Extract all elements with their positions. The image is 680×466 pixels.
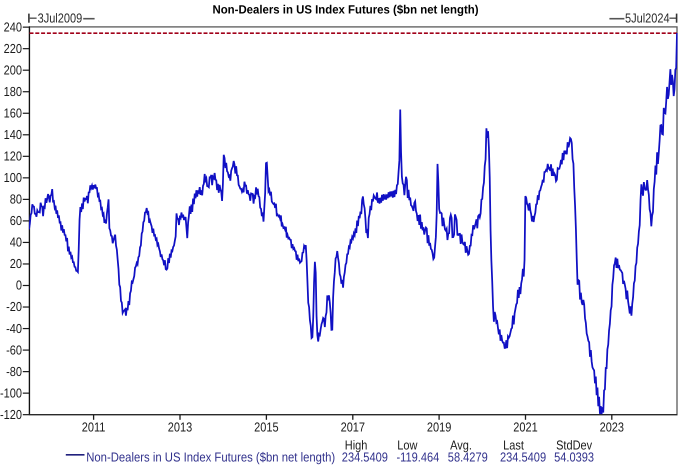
svg-text:High: High xyxy=(345,437,368,452)
svg-text:2013: 2013 xyxy=(168,420,192,435)
svg-text:2019: 2019 xyxy=(427,420,451,435)
svg-text:Avg.: Avg. xyxy=(450,437,472,452)
svg-text:2015: 2015 xyxy=(254,420,278,435)
svg-text:60: 60 xyxy=(10,213,22,228)
svg-text:5Jul2024: 5Jul2024 xyxy=(625,10,670,25)
svg-text:234.5409: 234.5409 xyxy=(500,449,546,464)
svg-text:2017: 2017 xyxy=(341,420,365,435)
svg-text:40: 40 xyxy=(10,235,22,250)
svg-text:-120: -120 xyxy=(0,407,22,422)
svg-text:Non-Dealers in US Index Future: Non-Dealers in US Index Futures ($bn net… xyxy=(86,449,335,464)
svg-text:-119.464: -119.464 xyxy=(397,449,440,464)
svg-text:-20: -20 xyxy=(6,299,22,314)
svg-text:120: 120 xyxy=(4,149,22,164)
svg-text:160: 160 xyxy=(4,105,22,120)
svg-text:180: 180 xyxy=(4,84,22,99)
svg-text:140: 140 xyxy=(4,127,22,142)
svg-text:20: 20 xyxy=(10,256,22,271)
svg-text:234.5409: 234.5409 xyxy=(342,449,388,464)
svg-text:Last: Last xyxy=(503,437,524,452)
svg-text:Low: Low xyxy=(397,437,418,452)
svg-text:80: 80 xyxy=(10,192,22,207)
svg-text:0: 0 xyxy=(16,278,22,293)
svg-text:-100: -100 xyxy=(0,385,22,400)
svg-text:54.0393: 54.0393 xyxy=(554,449,594,464)
svg-text:58.4279: 58.4279 xyxy=(448,449,488,464)
svg-text:100: 100 xyxy=(4,170,22,185)
svg-text:2021: 2021 xyxy=(513,420,537,435)
svg-text:Non-Dealers in US Index Future: Non-Dealers in US Index Futures ($bn net… xyxy=(212,2,478,16)
svg-text:-60: -60 xyxy=(6,342,22,357)
svg-text:-40: -40 xyxy=(6,321,22,336)
svg-text:2011: 2011 xyxy=(82,420,106,435)
svg-text:220: 220 xyxy=(4,41,22,56)
svg-text:-80: -80 xyxy=(6,364,22,379)
svg-text:StdDev: StdDev xyxy=(556,437,592,452)
svg-text:3Jul2009: 3Jul2009 xyxy=(38,10,83,25)
svg-text:200: 200 xyxy=(4,62,22,77)
svg-text:2023: 2023 xyxy=(600,420,624,435)
svg-text:240: 240 xyxy=(4,19,22,34)
